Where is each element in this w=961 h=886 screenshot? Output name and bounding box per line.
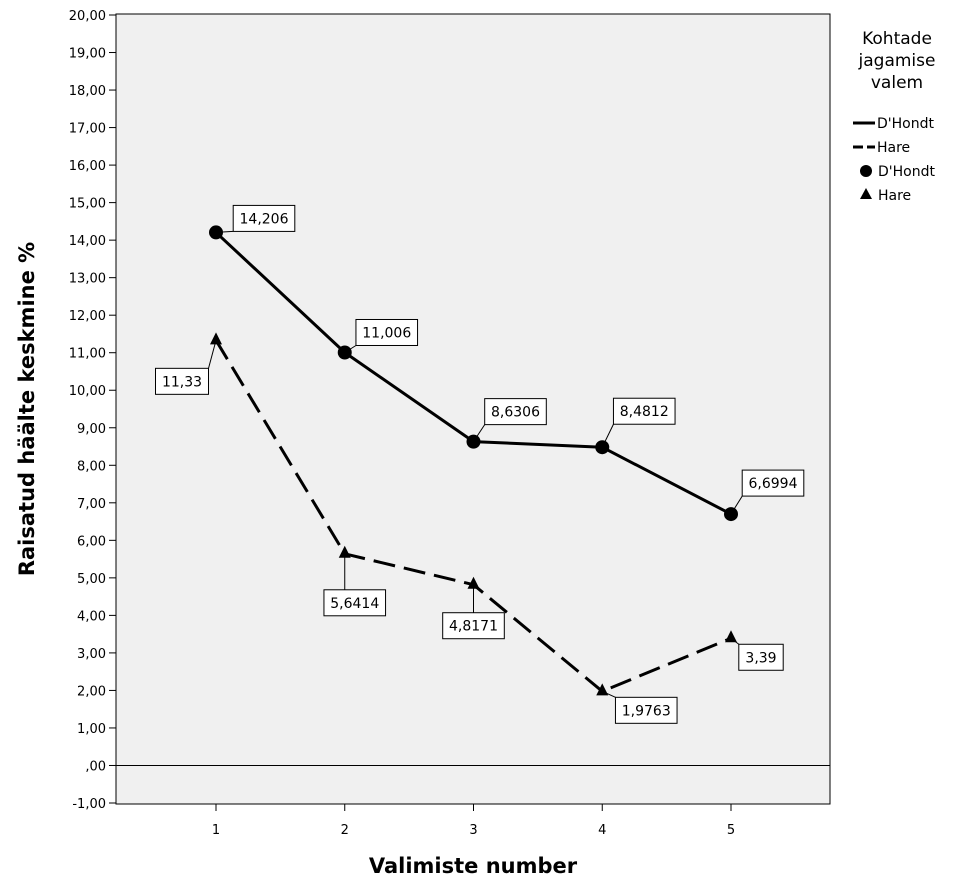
data-label-text: 3,39 [745, 650, 776, 666]
y-tick-label: ,00 [85, 759, 106, 774]
y-tick-label: 17,00 [69, 122, 106, 137]
data-label-box [442, 612, 505, 640]
x-tick-label: 1 [212, 823, 220, 838]
y-tick-label: 12,00 [69, 309, 106, 324]
data-label-leader [602, 690, 616, 698]
legend-title-line: Kohtade [862, 29, 932, 49]
y-tick-label: 6,00 [77, 534, 106, 549]
legend-item-label: Hare [877, 140, 910, 156]
data-label-box [232, 204, 296, 232]
data-label: 6,6994 [730, 469, 805, 515]
point-hare [725, 630, 737, 643]
data-label-text: 5,6414 [330, 596, 379, 612]
y-tick-label: 18,00 [69, 84, 106, 99]
data-label-leader [344, 345, 357, 353]
legend-item-label: D'Hondt [878, 164, 935, 180]
data-label: 14,206 [215, 204, 296, 233]
y-tick-label: -1,00 [72, 797, 106, 812]
data-label-leader [208, 340, 217, 369]
data-label-box [355, 318, 419, 346]
legend-item-label: Hare [878, 188, 911, 204]
data-label-leader [730, 637, 740, 645]
y-tick-label: 7,00 [77, 497, 106, 512]
y-tick-label: 5,00 [77, 572, 106, 587]
y-tick-label: 11,00 [69, 347, 106, 362]
data-label: 5,6414 [323, 553, 387, 617]
y-axis-title: Raisatud häälte keskmine % [15, 242, 39, 576]
legend-title-line: valem [871, 73, 923, 93]
data-label-box [738, 643, 784, 671]
data-label-text: 11,33 [162, 374, 202, 390]
y-tick-label: 16,00 [69, 159, 106, 174]
data-label-text: 8,4812 [620, 404, 669, 420]
y-tick-label: 8,00 [77, 459, 106, 474]
data-label: 1,9763 [602, 690, 678, 724]
y-tick-label: 10,00 [69, 384, 106, 399]
legend-title-line: jagamise [858, 51, 936, 71]
legend-item-label: D'Hondt [877, 116, 934, 132]
data-label-text: 11,006 [362, 325, 411, 341]
data-label-leader [601, 424, 614, 448]
y-tick-label: 15,00 [69, 197, 106, 212]
data-label-box [323, 589, 387, 617]
data-label-box [484, 398, 547, 426]
data-label: 11,33 [155, 340, 217, 395]
point-hare [210, 332, 222, 345]
data-label-text: 14,206 [240, 211, 289, 227]
y-tick-label: 19,00 [69, 47, 106, 62]
x-tick-label: 3 [469, 823, 477, 838]
legend-item: Hare [853, 140, 910, 156]
y-tick-label: 2,00 [77, 684, 106, 699]
y-tick-label: 1,00 [77, 722, 106, 737]
x-axis-title: Valimiste number [369, 854, 578, 878]
y-axis: -1,00 ,00 1,00 2,00 3,00 4,00 5,00 6,00 7,00 8,00… [69, 9, 116, 812]
x-tick-label: 4 [598, 823, 606, 838]
data-label: 8,6306 [473, 398, 547, 442]
data-label-leader [215, 230, 234, 233]
data-label-text: 8,6306 [491, 405, 540, 421]
plot-area [115, 13, 831, 805]
x-axis: 1 2 3 4 5 [212, 804, 735, 838]
x-tick-label: 5 [727, 823, 735, 838]
data-label-text: 6,6994 [749, 476, 798, 492]
y-tick-label: 20,00 [69, 9, 106, 24]
data-label: 4,8171 [442, 584, 505, 640]
data-label-box [155, 367, 209, 395]
data-label-leader [730, 495, 743, 515]
data-label: 3,39 [730, 637, 784, 671]
y-tick-label: 3,00 [77, 647, 106, 662]
point-hare [338, 545, 351, 558]
data-label: 11,006 [344, 318, 419, 353]
legend-item: D'Hondt [853, 116, 934, 132]
y-tick-label: 14,00 [69, 234, 106, 249]
data-label-box [612, 397, 676, 425]
legend-circle-icon [860, 165, 872, 177]
legend-item: Hare [860, 188, 911, 204]
data-label-box [614, 696, 678, 724]
legend-triangle-icon [860, 188, 872, 199]
data-label-box [741, 469, 805, 497]
data-label-leader [473, 424, 486, 442]
data-label-text: 4,8171 [449, 619, 498, 635]
legend-item: D'Hondt [860, 164, 935, 180]
point-hare [467, 576, 480, 589]
x-tick-label: 2 [341, 823, 349, 838]
data-label-text: 1,9763 [622, 703, 671, 719]
data-labels-layer: 14,206 11,006 8,6306 8,4812 6,6994 11,33 5,641… [155, 204, 805, 724]
y-tick-label: 13,00 [69, 272, 106, 287]
y-tick-label: 4,00 [77, 609, 106, 624]
data-label: 8,4812 [601, 397, 676, 448]
y-tick-label: 9,00 [77, 422, 106, 437]
